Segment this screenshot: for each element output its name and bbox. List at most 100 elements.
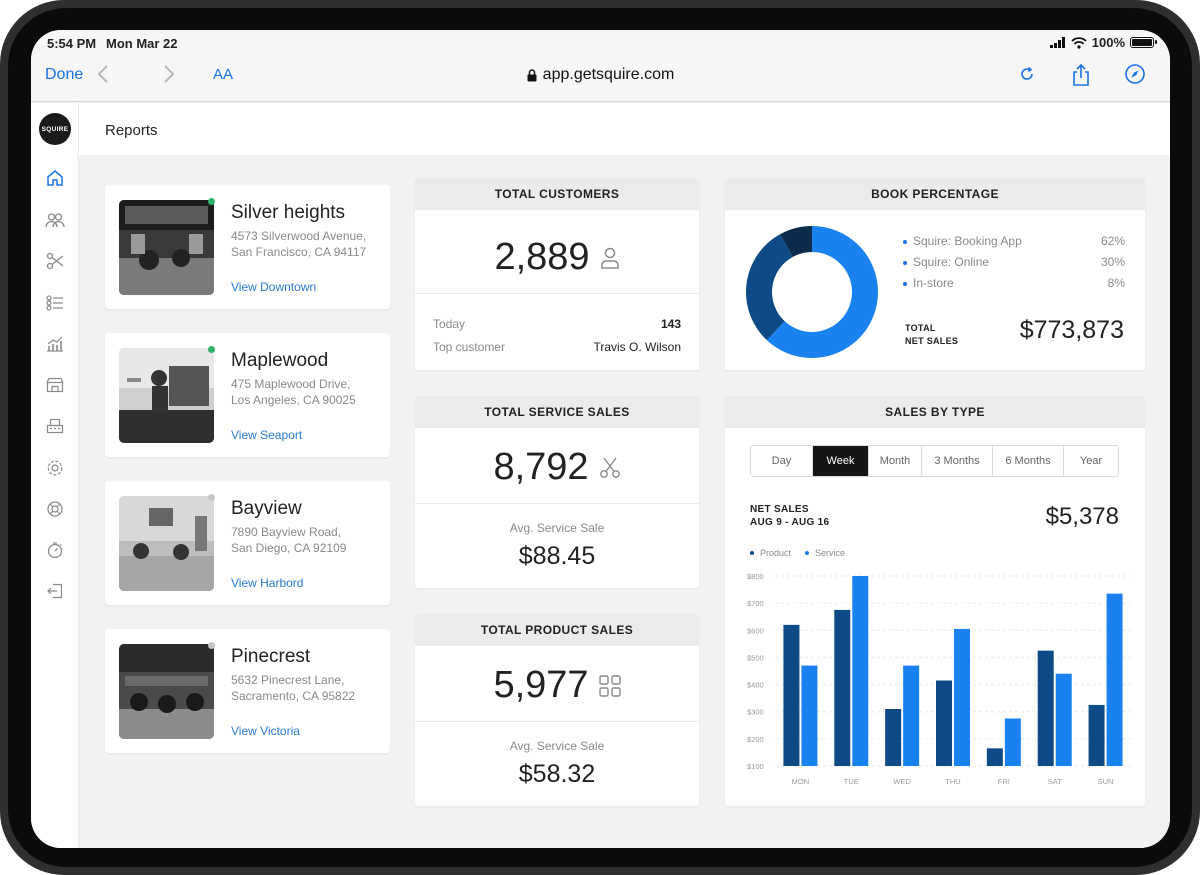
shop-address-line2: Sacramento, CA 95822	[231, 689, 356, 703]
x-tick-label: SUN	[1098, 777, 1114, 786]
view-shop-link[interactable]: View Victoria	[231, 724, 300, 738]
shop-address-line2: Los Angeles, CA 90025	[231, 393, 356, 407]
sales-by-type-panel: SALES BY TYPE Day Week Month 3 Months 6 …	[725, 396, 1145, 806]
bar-product-wed	[885, 709, 902, 766]
forward-button[interactable]	[163, 64, 175, 89]
y-tick-label: $200	[747, 735, 764, 744]
status-time: 5:54 PM	[47, 36, 97, 51]
shop-status-dot	[208, 198, 215, 205]
nav-logout[interactable]	[45, 581, 65, 601]
date-range: AUG 9 - AUG 16	[750, 517, 830, 528]
share-button[interactable]	[1071, 63, 1091, 92]
legend-value: 8%	[1107, 276, 1125, 290]
bar-product-sun	[1088, 704, 1105, 766]
help-icon	[47, 501, 63, 517]
nav-clients[interactable]	[45, 210, 65, 230]
total-product-sales-panel: TOTAL PRODUCT SALES 5,977 Avg. Service S…	[415, 614, 699, 806]
back-button[interactable]	[97, 64, 109, 89]
squire-logo[interactable]: SQUIRE	[39, 113, 71, 145]
bar-service-sat	[1055, 673, 1072, 766]
person-icon	[600, 247, 619, 269]
sales-by-type-bar-chart: $100 $200 $300 $400 $500 $600 $700 $800 MON TUE WE…	[747, 572, 1131, 786]
home-icon	[47, 170, 63, 186]
wifi-icon	[1071, 36, 1087, 49]
shop-status-dot	[208, 346, 215, 353]
reload-icon	[1021, 66, 1033, 80]
legend-label: Product	[760, 548, 792, 558]
text-size-button[interactable]: AA	[213, 66, 234, 83]
status-date: Mon Mar 22	[106, 36, 178, 51]
bar-service-wed	[903, 665, 920, 766]
shop-photo	[119, 348, 214, 443]
shop-name: Silver heights	[231, 202, 346, 223]
book-percentage-donut-chart	[746, 226, 878, 358]
nav-settings[interactable]	[45, 458, 65, 478]
customer-count: 2,889	[494, 236, 590, 278]
total-product-sales-value: 5,977	[415, 664, 699, 707]
bar-product-fri	[986, 748, 1003, 766]
shop-card-pinecrest[interactable]: Pinecrest 5632 Pinecrest Lane, Sacrament…	[105, 629, 390, 753]
y-tick-label: $300	[747, 708, 764, 717]
shop-card-bayview[interactable]: Bayview 7890 Bayview Road, San Diego, CA…	[105, 481, 390, 605]
shop-address-line1: 475 Maplewood Drive,	[231, 377, 351, 391]
bookmarks-button[interactable]	[1124, 63, 1146, 90]
view-shop-link[interactable]: View Harbord	[231, 576, 304, 590]
legend-label: Squire: Online	[913, 255, 990, 269]
today-label: Today	[433, 317, 466, 331]
browser-toolbar: Done AA app.getsquire.com	[31, 56, 1170, 102]
legend-item-product: Product	[750, 548, 791, 558]
done-button[interactable]: Done	[45, 66, 84, 83]
nav-home[interactable]	[45, 168, 65, 188]
period-year[interactable]: Year	[1079, 455, 1103, 467]
donut-slice-squire-booking-app	[766, 226, 878, 358]
analytics-icon	[47, 336, 63, 352]
shop-card-silver-heights[interactable]: Silver heights 4573 Silverwood Avenue, S…	[105, 185, 390, 309]
x-tick-label: FRI	[998, 777, 1010, 786]
scissors-icon	[599, 457, 620, 478]
net-sales-value: $5,378	[1045, 503, 1119, 530]
period-3-months[interactable]: 3 Months	[922, 446, 993, 476]
panel-title: TOTAL CUSTOMERS	[415, 178, 699, 210]
period-6-months[interactable]: 6 Months	[993, 446, 1064, 476]
lock-icon	[527, 68, 537, 81]
nav-analytics[interactable]	[45, 334, 65, 354]
donut-slice-in-store	[780, 226, 812, 257]
reload-button[interactable]	[1018, 65, 1036, 88]
x-tick-label: THU	[945, 777, 960, 786]
address-bar[interactable]: app.getsquire.com	[31, 66, 1170, 84]
register-icon	[46, 418, 64, 434]
x-tick-label: TUE	[844, 777, 859, 786]
x-tick-label: MON	[792, 777, 810, 786]
nav-store[interactable]	[45, 375, 65, 395]
period-day[interactable]: Day	[751, 446, 813, 476]
period-month[interactable]: Month	[869, 446, 922, 476]
shop-name: Bayview	[231, 498, 302, 519]
screen: 5:54 PM Mon Mar 22 100% Done AA	[31, 30, 1170, 848]
nav-timer[interactable]	[45, 540, 65, 560]
service-sales-count: 8,792	[493, 446, 589, 488]
bar-service-mon	[801, 665, 818, 766]
period-week[interactable]: Week	[813, 446, 869, 476]
nav-help[interactable]	[45, 499, 65, 519]
shop-status-dot	[208, 494, 215, 501]
grid-icon	[598, 674, 621, 697]
shop-card-maplewood[interactable]: Maplewood 475 Maplewood Drive, Los Angel…	[105, 333, 390, 457]
total-net-sales-value: $773,873	[1019, 316, 1124, 344]
nav-register[interactable]	[45, 416, 65, 436]
nav-list[interactable]	[45, 293, 65, 313]
legend-dot	[903, 281, 907, 286]
shop-name: Maplewood	[231, 350, 329, 371]
compass-icon	[1125, 64, 1145, 84]
shop-photo	[119, 496, 214, 591]
shop-address-line1: 4573 Silverwood Avenue,	[231, 229, 367, 243]
settings-icon	[47, 460, 63, 476]
view-shop-link[interactable]: View Seaport	[231, 428, 303, 442]
nav-services[interactable]	[45, 251, 65, 271]
panel-title: TOTAL SERVICE SALES	[415, 396, 699, 428]
divider	[415, 721, 699, 722]
view-shop-link[interactable]: View Downtown	[231, 280, 317, 294]
legend-label: In-store	[913, 276, 954, 290]
divider	[415, 503, 699, 504]
shop-address-line1: 7890 Bayview Road,	[231, 525, 342, 539]
y-tick-label: $600	[747, 626, 764, 635]
